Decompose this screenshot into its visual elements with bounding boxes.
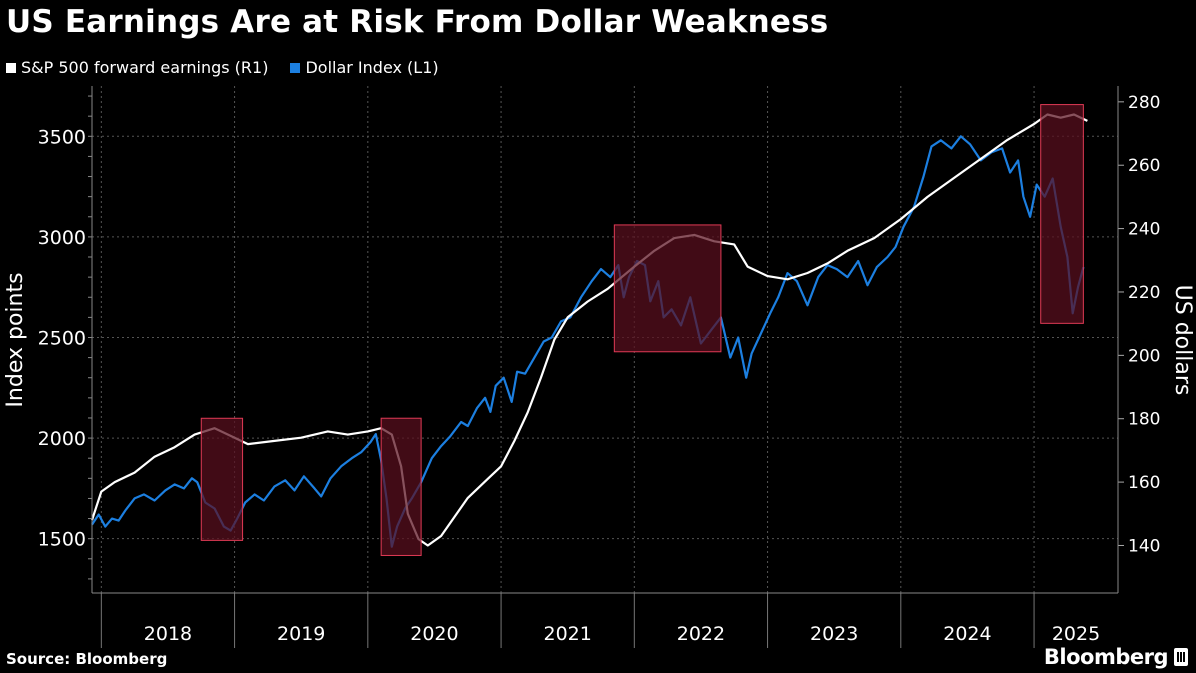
y-tick-label-right: 180 (1128, 410, 1160, 430)
y-axis-label-left: Index points (3, 272, 28, 407)
highlight-region (1040, 104, 1084, 324)
source-note: Source: Bloomberg (6, 650, 168, 668)
y-tick-label-left: 2000 (38, 428, 86, 450)
legend-item-dollar: Dollar Index (L1) (290, 58, 439, 77)
highlight-region (200, 417, 244, 541)
legend-item-earnings: S&P 500 forward earnings (R1) (6, 58, 268, 77)
brand-logo-text: Bloomberg (1043, 645, 1169, 669)
y-tick-label-left: 3000 (38, 227, 86, 249)
x-tick-label: 2019 (277, 623, 325, 645)
y-tick-label-right: 200 (1128, 346, 1160, 366)
y-tick-label-right: 160 (1128, 473, 1160, 493)
highlight-region (380, 417, 422, 556)
y-tick-label-left: 2500 (38, 327, 86, 349)
brand: Bloomberg (1044, 645, 1188, 669)
y-tick-label-right: 220 (1128, 283, 1160, 303)
chart-title: US Earnings Are at Risk From Dollar Weak… (6, 4, 829, 40)
x-tick-label: 2020 (410, 623, 458, 645)
x-tick-label: 2022 (677, 623, 725, 645)
series-lines (90, 113, 1088, 548)
terminal-icon (1174, 648, 1188, 666)
legend-swatch-earnings (6, 62, 16, 73)
series-line-dollar (91, 135, 1085, 548)
legend-swatch-dollar (290, 62, 301, 73)
x-tick-label: 2025 (1052, 623, 1100, 645)
legend-label-earnings: S&P 500 forward earnings (R1) (21, 58, 269, 77)
highlight-region (613, 224, 722, 353)
y-tick-label-left: 1500 (38, 529, 86, 551)
grid (92, 86, 1118, 593)
y-tick-label-right: 260 (1128, 156, 1160, 176)
x-tick-label: 2021 (544, 623, 592, 645)
y-tick-label-right: 140 (1128, 536, 1160, 556)
y-axis-label-right: US dollars (1170, 285, 1195, 396)
x-tick-label: 2024 (943, 623, 991, 645)
legend-label-dollar: Dollar Index (L1) (305, 58, 439, 77)
legend: S&P 500 forward earnings (R1) Dollar Ind… (6, 58, 439, 77)
axes: 1500 2000 2500 3000 3500 140 160 180 200 220 240 26… (38, 86, 1160, 648)
series-line-earnings (90, 113, 1088, 547)
x-tick-label: 2023 (810, 623, 858, 645)
y-tick-label-right: 280 (1128, 93, 1160, 113)
x-tick-label: 2018 (144, 623, 192, 645)
y-tick-label-right: 240 (1128, 220, 1160, 240)
y-tick-label-left: 3500 (38, 126, 86, 148)
